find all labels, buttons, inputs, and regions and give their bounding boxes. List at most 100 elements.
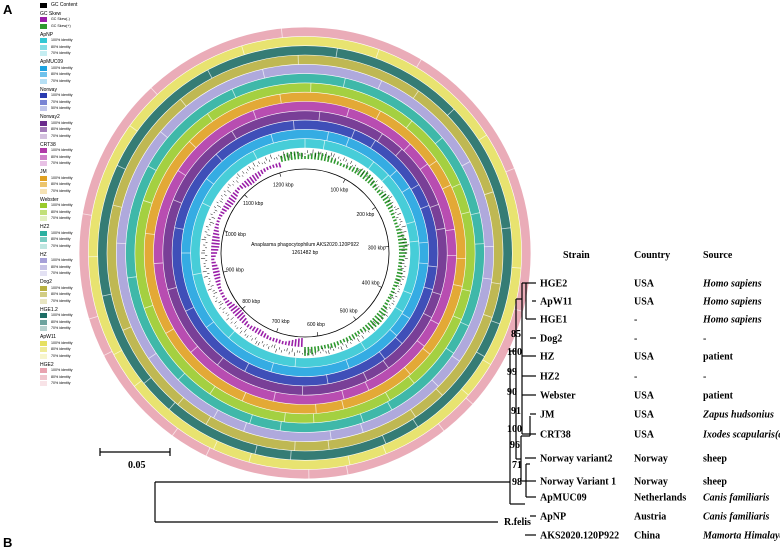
kbp-tick-label: 1200 kbp (273, 182, 294, 188)
identity-gap (294, 357, 297, 367)
legend-identity-label: 100% identity (51, 340, 73, 345)
identity-gap (326, 131, 329, 141)
gc-skew-bar (257, 171, 262, 177)
identity-gap (409, 240, 419, 243)
legend-identity-row: 100% identity (40, 148, 130, 155)
gc-skew-bar (212, 267, 219, 271)
gc-content-bar (365, 170, 369, 174)
gc-content-bar (384, 307, 388, 310)
country-label: USA (634, 430, 655, 441)
identity-gap (327, 440, 330, 450)
identity-gap (431, 379, 439, 387)
country-label: USA (634, 279, 655, 290)
gc-content-bar (234, 325, 237, 327)
legend-swatch (40, 258, 47, 264)
gc-content-bar (361, 335, 364, 339)
gc-skew-bar (249, 325, 253, 330)
legend-swatch (40, 271, 47, 277)
gc-content-bar (396, 285, 400, 287)
legend-swatch (40, 243, 47, 249)
legend-identity-label: 100% identity (51, 285, 73, 290)
gc-skew-bar (228, 197, 236, 203)
country-label: Austria (634, 512, 666, 523)
source-label: Homo sapiens (702, 279, 762, 290)
gc-skew-bar (230, 305, 238, 312)
legend-identity-row: 70% identity (40, 188, 130, 195)
identity-gap (103, 350, 113, 356)
identity-gap (167, 287, 177, 291)
gc-skew-bar (260, 330, 265, 337)
gc-skew-bar (396, 231, 403, 235)
identity-gap (279, 421, 282, 431)
identity-gap (231, 130, 237, 140)
gc-skew-bar (336, 341, 340, 346)
identity-gap (345, 359, 350, 369)
gc-skew-bar (278, 162, 282, 168)
identity-gap (342, 78, 346, 88)
gc-content-bar (250, 335, 252, 338)
gc-content-bar (242, 171, 245, 174)
genome-length: 1261482 bp (292, 250, 319, 256)
bootstrap-value: 100 (507, 424, 522, 435)
source-label: sheep (703, 454, 727, 465)
gc-skew-bar (257, 329, 262, 335)
legend-swatch (40, 230, 47, 236)
kbp-tick-label: 700 kbp (272, 319, 290, 325)
identity-gap (435, 227, 446, 231)
identity-gap (416, 59, 422, 68)
gc-skew-bar (345, 165, 349, 169)
gc-skew-bar (326, 155, 331, 162)
strain-label: Webster (540, 391, 576, 402)
identity-gap (102, 293, 112, 297)
identity-gap (429, 203, 439, 208)
identity-gap (350, 129, 356, 139)
gc-skew-bar (251, 174, 258, 182)
gc-skew-bar (369, 320, 377, 328)
gc-content-bar (261, 340, 264, 344)
gc-content-bar (219, 302, 224, 306)
gc-skew-bar (243, 320, 249, 326)
legend-identity-row: 100% identity (40, 93, 130, 100)
gc-content-bar (402, 231, 407, 233)
legend-identity-row: 80% identity (40, 127, 130, 134)
gc-skew-bar (211, 245, 220, 248)
gc-skew-bar (342, 338, 346, 343)
legend-identity-row: 70% identity (40, 161, 130, 168)
legend-identity-row: 70% identity (40, 353, 130, 360)
legend-swatch (40, 51, 47, 57)
backbone-circle (220, 168, 390, 338)
gc-skew-bar (376, 312, 384, 320)
identity-gap (241, 392, 247, 402)
gc-skew-bar (345, 337, 349, 342)
identity-gap (423, 286, 433, 291)
gc-content-bar (345, 159, 347, 162)
identity-gap (430, 319, 439, 325)
identity-gap (442, 184, 451, 190)
gc-skew-bar (386, 202, 392, 207)
legend-swatch (40, 209, 47, 215)
gc-content-bar (286, 348, 288, 352)
gc-skew-track (211, 151, 408, 356)
legend-identity-row: 100% identity (40, 285, 130, 292)
gc-content-bar (210, 285, 214, 287)
kbp-tick (242, 305, 246, 310)
gc-content-bar (266, 343, 268, 346)
identity-gap (209, 386, 216, 395)
legend-identity-row: 80% identity (40, 347, 130, 354)
legend-group-title: Norway2 (40, 114, 60, 120)
gc-content-bar (334, 157, 337, 161)
gc-skew-bar (351, 166, 356, 172)
bootstrap-values: 85 100 99 90 91 100 96 71 98 (507, 329, 522, 488)
legend-swatch (40, 298, 47, 304)
identity-gap (231, 88, 237, 98)
gc-skew-bar (263, 332, 267, 338)
gc-content-bar (329, 346, 332, 350)
legend-swatch (40, 38, 47, 44)
identity-gap (438, 423, 445, 432)
source-label: patient (703, 352, 734, 363)
gc-skew-bar (236, 187, 241, 191)
kbp-tick-label: 300 kbp (368, 245, 386, 251)
identity-gap (173, 199, 182, 204)
gc-content-bar (382, 194, 387, 197)
gc-content-bar (368, 327, 371, 330)
